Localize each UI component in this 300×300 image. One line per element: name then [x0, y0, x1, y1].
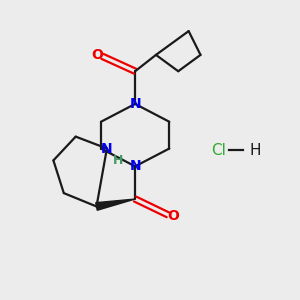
Text: N: N — [129, 97, 141, 111]
Text: Cl: Cl — [211, 142, 226, 158]
Polygon shape — [96, 199, 135, 210]
Text: N: N — [101, 142, 113, 155]
Text: O: O — [167, 209, 179, 223]
Text: H: H — [113, 154, 123, 167]
Text: H: H — [250, 142, 261, 158]
Text: O: O — [91, 48, 103, 62]
Text: N: N — [129, 159, 141, 173]
